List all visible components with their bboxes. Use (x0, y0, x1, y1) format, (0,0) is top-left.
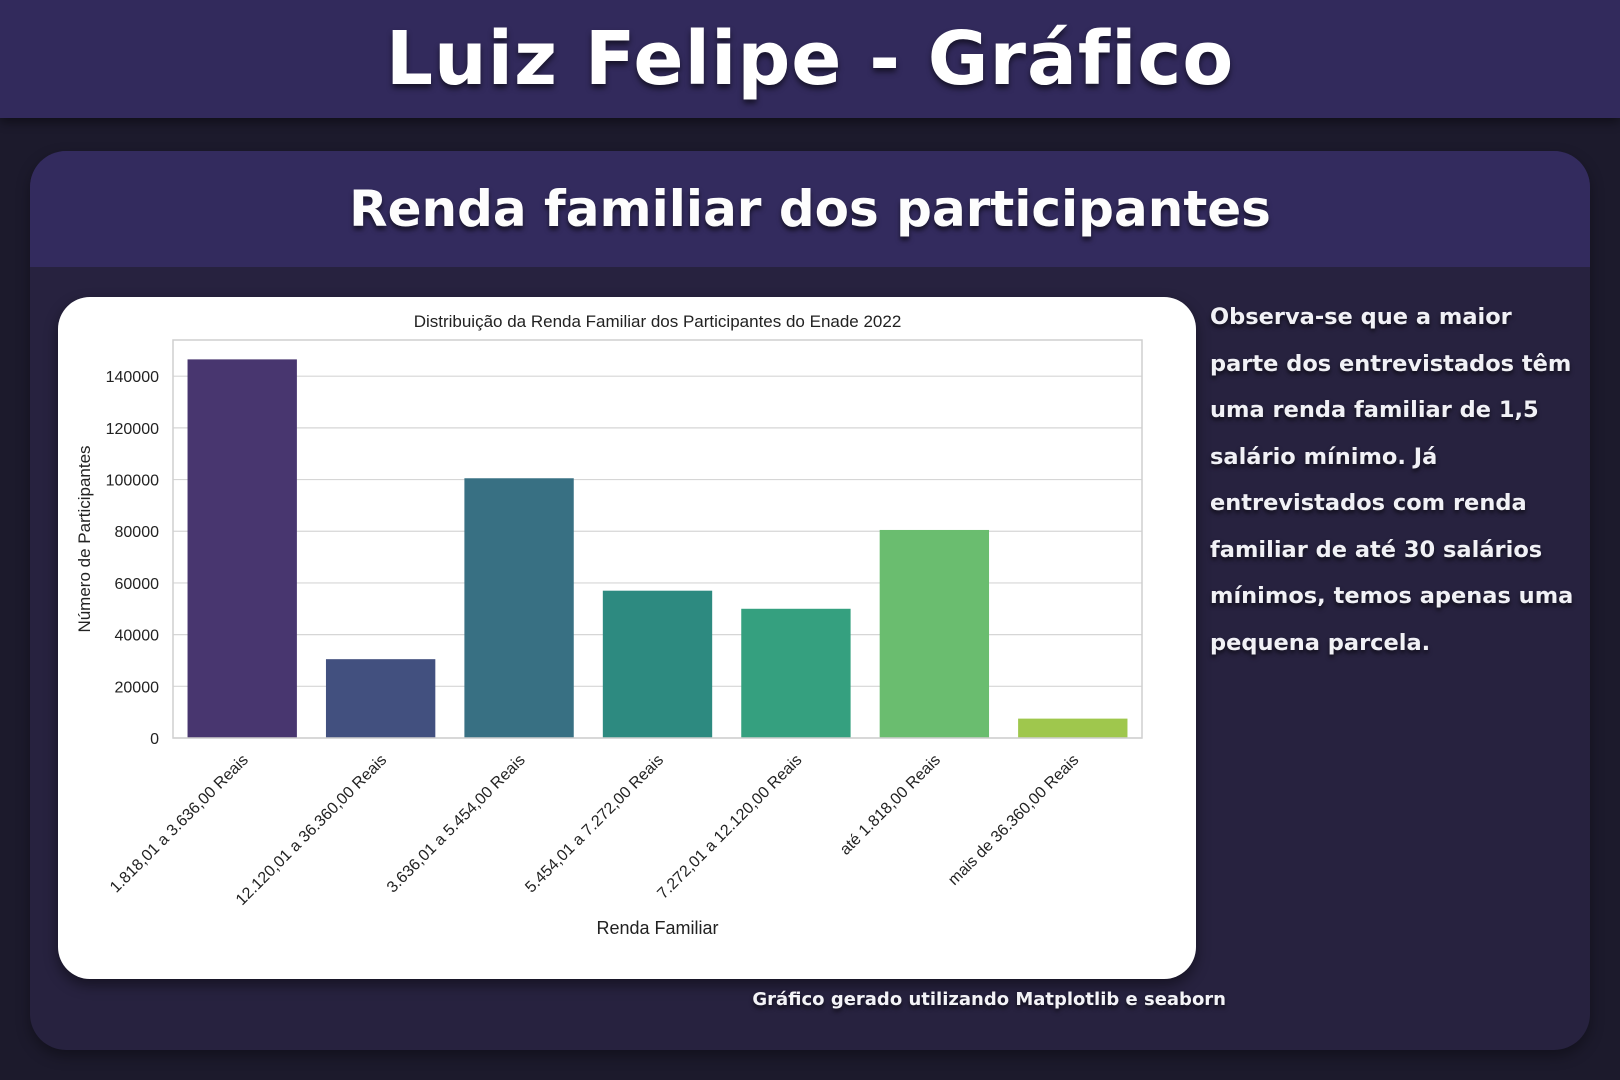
y-tick-label: 80000 (115, 524, 160, 541)
y-tick-label: 40000 (115, 628, 160, 645)
bar (1018, 718, 1128, 738)
card-header: Renda familiar dos participantes (30, 151, 1590, 267)
top-banner: Luiz Felipe - Gráfico (0, 0, 1620, 118)
y-tick-label: 140000 (106, 369, 159, 386)
x-tick-label: 5.454,01 a 7.272,00 Reais (522, 752, 667, 897)
x-axis-label: Renda Familiar (596, 918, 718, 938)
x-tick-label: 7.272,01 a 12.120,00 Reais (655, 752, 806, 903)
x-tick-label: 12.120,01 a 36.360,00 Reais (233, 752, 390, 909)
chart-description: Observa-se que a maior parte dos entrevi… (1210, 304, 1574, 656)
x-tick-label: 3.636,01 a 5.454,00 Reais (384, 752, 529, 897)
y-tick-label: 100000 (106, 473, 159, 490)
bar (187, 359, 297, 738)
bar (464, 478, 574, 738)
y-axis-label: Número de Participantes (75, 445, 94, 632)
chart-panel: 0 20000 40000 60000 80000 100000 120000 140000 1… (58, 297, 1196, 979)
x-tick-label: 1.818,01 a 3.636,00 Reais (107, 752, 252, 897)
bar-chart: 0 20000 40000 60000 80000 100000 120000 140000 1… (75, 312, 1143, 938)
x-tick-label: até 1.818,00 Reais (837, 752, 944, 859)
bar (602, 590, 713, 738)
chart-card: Renda familiar dos participantes 0 20000 4… (30, 151, 1590, 1050)
chart-credit: Gráfico gerado utilizando Matplotlib e s… (752, 989, 1226, 1010)
y-tick-label: 20000 (115, 679, 160, 696)
y-tick-label: 60000 (115, 576, 160, 593)
card-title: Renda familiar dos participantes (349, 180, 1271, 238)
chart-title: Distribuição da Renda Familiar dos Parti… (414, 312, 902, 331)
bar (879, 529, 990, 738)
plot-frame (172, 339, 1143, 739)
y-tick-label: 0 (150, 731, 159, 748)
y-tick-label: 120000 (106, 421, 159, 438)
bar (325, 659, 436, 738)
page-title: Luiz Felipe - Gráfico (385, 16, 1235, 102)
x-tick-label: mais de 36.360,00 Reais (945, 752, 1082, 889)
bar (741, 608, 851, 738)
